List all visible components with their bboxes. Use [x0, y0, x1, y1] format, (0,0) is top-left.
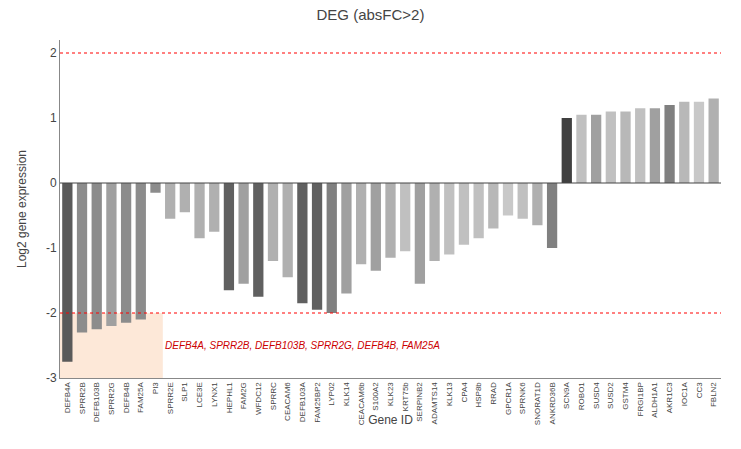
svg-text:-2: -2	[46, 306, 57, 320]
svg-text:SPRRC: SPRRC	[269, 382, 278, 410]
svg-text:CPA4: CPA4	[460, 382, 469, 403]
svg-text:DEFB4B: DEFB4B	[122, 382, 131, 413]
svg-text:DEFB4A, SPRR2B, DEFB103B, SPRR: DEFB4A, SPRR2B, DEFB103B, SPRR2G, DEFB4B…	[165, 340, 440, 351]
svg-text:CEACAM6: CEACAM6	[283, 382, 292, 421]
svg-text:KRT75b: KRT75b	[401, 382, 410, 412]
svg-text:FRGI1BP: FRGI1BP	[636, 382, 645, 416]
svg-text:FAM25BP2: FAM25BP2	[313, 382, 322, 423]
svg-text:ROBO1: ROBO1	[577, 382, 586, 411]
svg-text:DEFB103B: DEFB103B	[92, 382, 101, 422]
svg-text:KLK14: KLK14	[342, 382, 351, 407]
svg-text:Gene ID: Gene ID	[368, 413, 413, 427]
svg-text:ANKRD36B: ANKRD36B	[548, 382, 557, 424]
svg-text:ADAMTS14: ADAMTS14	[430, 382, 439, 425]
svg-text:-1: -1	[46, 241, 57, 255]
svg-text:SUSD2: SUSD2	[606, 382, 615, 409]
svg-text:Log2 gene expression: Log2 gene expression	[15, 150, 29, 268]
svg-text:PI3: PI3	[151, 382, 160, 395]
svg-text:SNORAT1D: SNORAT1D	[533, 382, 542, 425]
svg-text:0: 0	[50, 176, 57, 190]
svg-text:LYNX1: LYNX1	[210, 382, 219, 407]
svg-text:FAM25A: FAM25A	[136, 382, 145, 413]
svg-text:SCN9A: SCN9A	[562, 382, 571, 409]
svg-text:DEFB4A: DEFB4A	[63, 382, 72, 414]
svg-text:SPRR2B: SPRR2B	[78, 382, 87, 414]
svg-text:1: 1	[50, 111, 57, 125]
svg-text:DEFB103A: DEFB103A	[298, 382, 307, 423]
svg-text:WFDC12: WFDC12	[254, 382, 263, 415]
svg-text:HSP8b: HSP8b	[474, 382, 483, 408]
svg-text:S100A2: S100A2	[371, 382, 380, 411]
svg-text:RRAD: RRAD	[489, 382, 498, 405]
svg-text:SUSD4: SUSD4	[592, 382, 601, 409]
svg-text:SPRR2G: SPRR2G	[107, 382, 116, 415]
svg-text:KLK23: KLK23	[386, 382, 395, 407]
svg-text:LCE3E: LCE3E	[195, 382, 204, 407]
svg-text:2: 2	[50, 46, 57, 60]
svg-text:DEG (absFC>2): DEG (absFC>2)	[317, 6, 425, 23]
svg-text:SPRNK6: SPRNK6	[518, 382, 527, 415]
svg-text:HEPHL1: HEPHL1	[225, 382, 234, 414]
svg-text:SPRR2E: SPRR2E	[166, 382, 175, 414]
svg-text:GPCR1A: GPCR1A	[504, 382, 513, 416]
svg-text:FAM2G: FAM2G	[239, 382, 248, 409]
svg-text:CEACAM6b: CEACAM6b	[357, 382, 366, 426]
svg-text:SLP1: SLP1	[180, 382, 189, 402]
svg-text:-3: -3	[46, 371, 57, 385]
svg-text:GSTM4: GSTM4	[621, 382, 630, 410]
svg-text:IOC1A: IOC1A	[680, 382, 689, 407]
svg-text:KLK13: KLK13	[445, 382, 454, 407]
svg-text:CC3: CC3	[695, 382, 704, 399]
svg-text:AKR1C3: AKR1C3	[665, 382, 674, 414]
svg-text:LYP02: LYP02	[327, 382, 336, 406]
svg-text:FBLN2: FBLN2	[709, 382, 718, 407]
svg-text:SERPINB2: SERPINB2	[415, 382, 424, 422]
svg-text:ALDH1A1: ALDH1A1	[651, 382, 660, 418]
